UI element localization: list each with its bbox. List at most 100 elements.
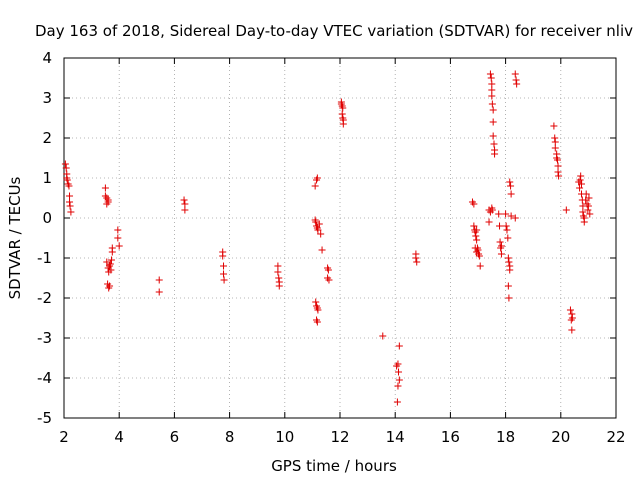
data-point <box>568 326 576 334</box>
y-tick-label: 3 <box>42 89 52 107</box>
data-point <box>495 210 503 218</box>
data-point <box>476 262 484 270</box>
data-point <box>412 254 420 262</box>
data-point <box>395 376 403 384</box>
data-point <box>562 206 570 214</box>
data-point <box>472 232 480 240</box>
data-point <box>317 230 325 238</box>
data-point <box>470 222 478 230</box>
x-tick-label: 18 <box>496 428 515 446</box>
data-point <box>62 164 70 172</box>
x-tick-label: 14 <box>386 428 405 446</box>
data-point <box>107 256 115 264</box>
data-point <box>504 234 512 242</box>
data-point <box>104 196 112 204</box>
data-point <box>512 76 520 84</box>
data-point <box>579 208 587 216</box>
data-point <box>504 282 512 290</box>
y-tick-labels: -5 -4 -3 -2 -1 0 1 2 3 4 <box>37 49 52 427</box>
data-point <box>394 360 402 368</box>
y-tick-label: 2 <box>42 129 52 147</box>
data-point <box>313 174 321 182</box>
data-point <box>506 178 514 186</box>
data-point <box>568 310 576 318</box>
data-point <box>502 222 510 230</box>
data-point <box>275 282 283 290</box>
data-point <box>551 138 559 146</box>
data-point <box>379 332 387 340</box>
y-tick-label: -3 <box>37 329 52 347</box>
x-tick-label: 16 <box>441 428 460 446</box>
x-tick-label: 20 <box>551 428 570 446</box>
data-point <box>475 252 483 260</box>
data-point <box>550 122 558 130</box>
x-tick-label: 8 <box>225 428 235 446</box>
data-point <box>582 190 590 198</box>
data-point <box>314 306 322 314</box>
data-point <box>312 298 320 306</box>
data-point <box>554 162 562 170</box>
y-tick-label: 4 <box>42 49 52 67</box>
data-point <box>108 244 116 252</box>
data-point <box>114 226 122 234</box>
data-point <box>584 202 592 210</box>
data-point <box>576 184 584 192</box>
chart-title: Day 163 of 2018, Sidereal Day-to-day VTE… <box>35 22 633 40</box>
data-point <box>553 156 561 164</box>
data-point <box>488 86 496 94</box>
data-point <box>496 222 504 230</box>
data-point <box>274 268 282 276</box>
y-axis-label: SDTVAR / TECUs <box>6 176 24 299</box>
data-point <box>155 288 163 296</box>
data-point <box>485 218 493 226</box>
data-point <box>395 342 403 350</box>
data-point <box>393 398 401 406</box>
data-point <box>324 266 332 274</box>
data-point <box>66 198 74 206</box>
x-tick-labels: 2 4 6 8 10 12 14 16 18 20 22 <box>59 428 625 446</box>
data-point <box>488 80 496 88</box>
data-point <box>506 266 514 274</box>
data-point <box>325 276 333 284</box>
data-point <box>507 212 515 220</box>
data-point <box>507 190 515 198</box>
data-point <box>585 194 593 202</box>
data-point <box>315 220 323 228</box>
grid <box>64 58 616 418</box>
data-point <box>584 206 592 214</box>
data-point <box>488 100 496 108</box>
data-point <box>486 70 494 78</box>
data-point <box>488 206 496 214</box>
data-point <box>511 214 519 222</box>
data-point <box>106 260 114 268</box>
y-tick-label: -2 <box>37 289 52 307</box>
data-point <box>311 182 319 190</box>
data-point <box>491 150 499 158</box>
data-point <box>181 206 189 214</box>
data-point <box>63 176 71 184</box>
x-tick-label: 22 <box>606 428 625 446</box>
x-tick-label: 12 <box>330 428 349 446</box>
data-point <box>61 160 69 168</box>
data-point <box>338 110 346 118</box>
y-tick-label: 1 <box>42 169 52 187</box>
data-point <box>507 182 515 190</box>
data-point <box>473 236 481 244</box>
data-point <box>155 276 163 284</box>
data-point <box>312 218 320 226</box>
data-point <box>107 266 115 274</box>
data-point <box>513 80 521 88</box>
data-points <box>61 70 594 406</box>
y-tick-label: -5 <box>37 409 52 427</box>
data-point <box>504 254 512 262</box>
data-point <box>503 226 511 234</box>
data-point <box>470 200 478 208</box>
data-point <box>394 382 402 390</box>
data-point <box>314 226 322 234</box>
data-point <box>275 274 283 282</box>
data-point <box>106 282 114 290</box>
x-tick-label: 10 <box>275 428 294 446</box>
data-point <box>497 250 505 258</box>
data-point <box>395 368 403 376</box>
